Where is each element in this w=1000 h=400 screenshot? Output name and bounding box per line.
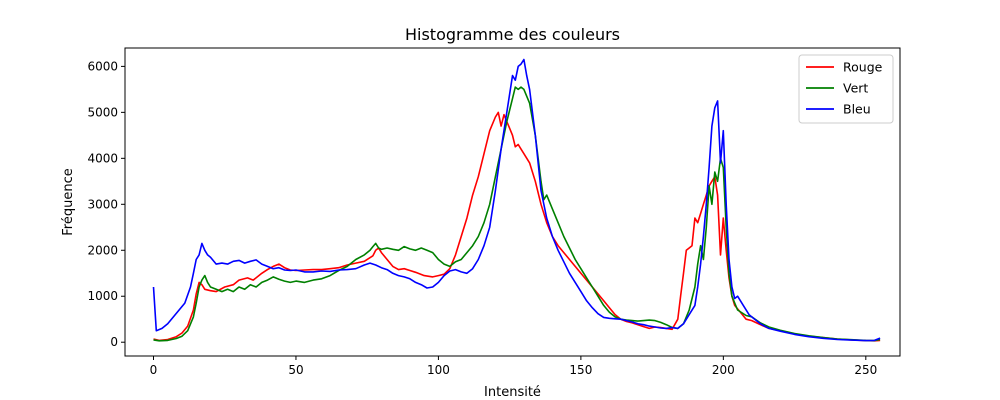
x-axis-ticks: 0 50 100 150 200 250 <box>150 356 877 377</box>
x-tick-label-5: 250 <box>854 363 877 377</box>
x-axis-label: Intensité <box>484 385 541 400</box>
x-tick-label-0: 0 <box>150 363 158 377</box>
y-tick-label-6: 6000 <box>87 59 118 73</box>
x-tick-label-2: 100 <box>427 363 450 377</box>
plot-frame <box>124 47 901 357</box>
x-tick-label-3: 150 <box>569 363 592 377</box>
series-layer <box>152 58 881 342</box>
y-axis-label: Fréquence <box>61 168 76 235</box>
x-tick-label-1: 50 <box>288 363 303 377</box>
y-tick-label-0: 0 <box>110 335 118 349</box>
chart-title: Histogramme des couleurs <box>405 25 620 44</box>
legend-label-0: Rouge <box>843 60 883 75</box>
series-line-0 <box>153 111 881 342</box>
y-tick-label-4: 4000 <box>87 151 118 165</box>
x-tick-label-4: 200 <box>712 363 735 377</box>
legend: Rouge Vert Bleu <box>798 54 894 124</box>
series-line-2 <box>152 58 881 342</box>
y-tick-label-2: 2000 <box>87 243 118 257</box>
y-tick-label-1: 1000 <box>87 289 118 303</box>
legend-label-1: Vert <box>843 81 868 96</box>
y-tick-label-3: 3000 <box>87 197 118 211</box>
legend-label-2: Bleu <box>843 102 871 117</box>
series-line-1 <box>153 86 881 342</box>
legend-box <box>798 54 894 124</box>
y-tick-label-5: 5000 <box>87 105 118 119</box>
y-axis-ticks: 0 1000 2000 3000 4000 5000 6000 <box>87 59 125 349</box>
